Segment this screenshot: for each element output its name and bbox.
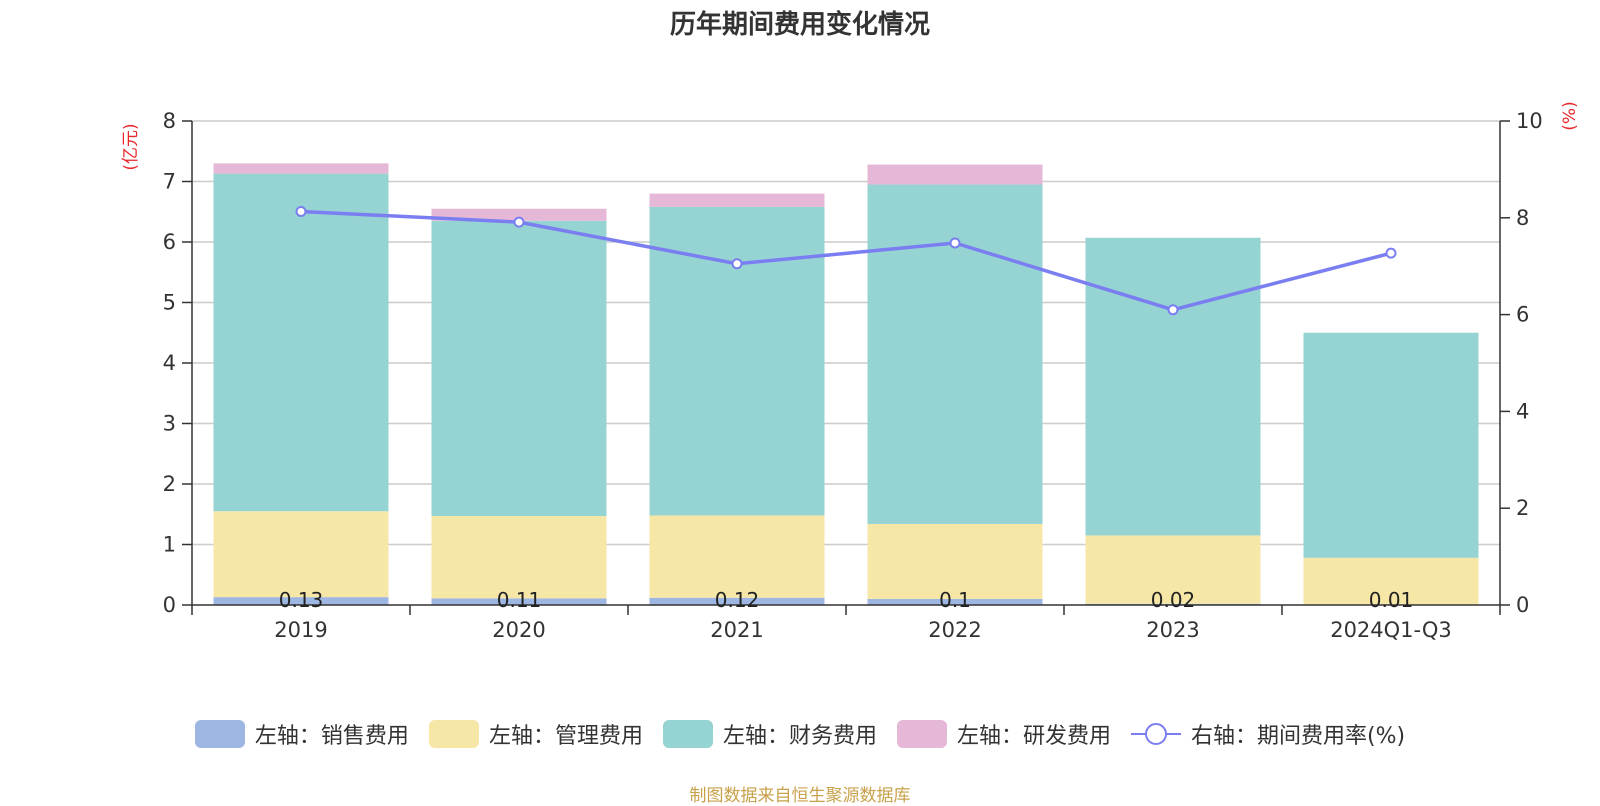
x-tick-label: 2023 (1146, 618, 1199, 642)
right-tick-label: 10 (1516, 109, 1543, 133)
bar-finance (213, 173, 389, 512)
left-tick-label: 0 (163, 593, 176, 617)
right-tick-label: 0 (1516, 593, 1529, 617)
legend-item-sales[interactable]: 左轴：销售费用 (194, 718, 409, 750)
left-axis-unit: (亿元) (121, 123, 141, 170)
bar-rd (649, 193, 825, 207)
rate-point (1385, 247, 1397, 259)
sales-value-label: 0.11 (497, 588, 542, 612)
left-tick-label: 3 (163, 412, 176, 436)
legend-swatch-icon (428, 720, 479, 748)
legend-item-finance[interactable]: 左轴：财务费用 (662, 718, 877, 750)
sales-value-label: 0.13 (279, 588, 324, 612)
legend-swatch-icon (194, 720, 245, 748)
bar-finance (1303, 332, 1479, 558)
bar-sales (213, 597, 389, 605)
bar-finance (431, 220, 607, 517)
legend-item-admin[interactable]: 左轴：管理费用 (428, 718, 643, 750)
rate-point (731, 258, 743, 270)
left-tick-label: 2 (163, 472, 176, 496)
left-tick-label: 5 (163, 291, 176, 315)
right-axis-unit: (%) (1560, 101, 1580, 130)
bar-sales (649, 597, 825, 605)
rate-point (1167, 304, 1179, 316)
left-tick-label: 1 (163, 533, 176, 557)
rate-point (513, 216, 525, 228)
source-note: 制图数据来自恒生聚源数据库 (689, 786, 911, 806)
bar-finance (867, 184, 1043, 524)
right-tick-label: 8 (1516, 206, 1529, 230)
right-tick-label: 4 (1516, 399, 1529, 423)
legend-item-rd[interactable]: 左轴：研发费用 (896, 718, 1111, 750)
rate-line (295, 206, 1397, 316)
legend-label: 左轴：销售费用 (254, 724, 409, 749)
left-tick-label: 8 (163, 109, 176, 133)
bar-sales (867, 598, 1043, 605)
bar-admin (867, 523, 1043, 599)
legend-swatch-icon (662, 720, 713, 748)
bar-rd (431, 208, 607, 221)
legend-item-rate[interactable]: 右轴：期间费用率(%) (1130, 718, 1406, 750)
x-tick-label: 2020 (492, 618, 545, 642)
legend-label: 左轴：研发费用 (956, 724, 1111, 749)
legend-label: 右轴：期间费用率(%) (1190, 724, 1406, 749)
left-tick-label: 7 (163, 170, 176, 194)
chart-title: 历年期间费用变化情况 (669, 10, 930, 40)
sales-value-label: 0.12 (715, 588, 760, 612)
x-tick-label: 2024Q1-Q3 (1330, 618, 1452, 642)
bar-admin (1303, 557, 1479, 605)
legend-label: 左轴：财务费用 (722, 724, 877, 749)
x-tick-label: 2021 (710, 618, 763, 642)
legend: 左轴：销售费用 左轴：管理费用 左轴：财务费用 左轴：研发费用 右轴：期间费用率(%) (0, 718, 1600, 750)
x-tick-label: 2022 (928, 618, 981, 642)
left-tick-label: 4 (163, 351, 176, 375)
right-tick-label: 6 (1516, 303, 1529, 327)
bar-admin (431, 516, 607, 599)
sales-value-label: 0.1 (939, 588, 971, 612)
rate-point (949, 237, 961, 249)
bar-sales (431, 598, 607, 605)
left-tick-label: 6 (163, 230, 176, 254)
bars (213, 163, 1479, 605)
bar-admin (1085, 535, 1261, 604)
legend-line-marker-icon (1130, 723, 1181, 745)
legend-label: 左轴：管理费用 (488, 724, 643, 749)
bar-rd (867, 164, 1043, 185)
sales-value-label: 0.02 (1151, 588, 1196, 612)
bar-rd (213, 163, 389, 174)
sales-value-label: 0.01 (1369, 588, 1414, 612)
rate-point (295, 206, 307, 218)
rate-polyline (300, 209, 1392, 312)
axes: 0 1 2 3 4 5 6 7 8 0 2 4 6 8 10 2019 2020 2021 2022 2023 2024… (163, 109, 1543, 642)
bar-admin (649, 515, 825, 598)
bar-admin (213, 511, 389, 598)
x-tick-label: 2019 (274, 618, 327, 642)
data-labels: 0.13 0.11 0.12 0.1 0.02 0.01 (279, 588, 1414, 612)
right-tick-label: 2 (1516, 496, 1529, 520)
legend-swatch-icon (896, 720, 947, 748)
bar-finance (1085, 237, 1261, 536)
grid-lines (192, 120, 1500, 546)
